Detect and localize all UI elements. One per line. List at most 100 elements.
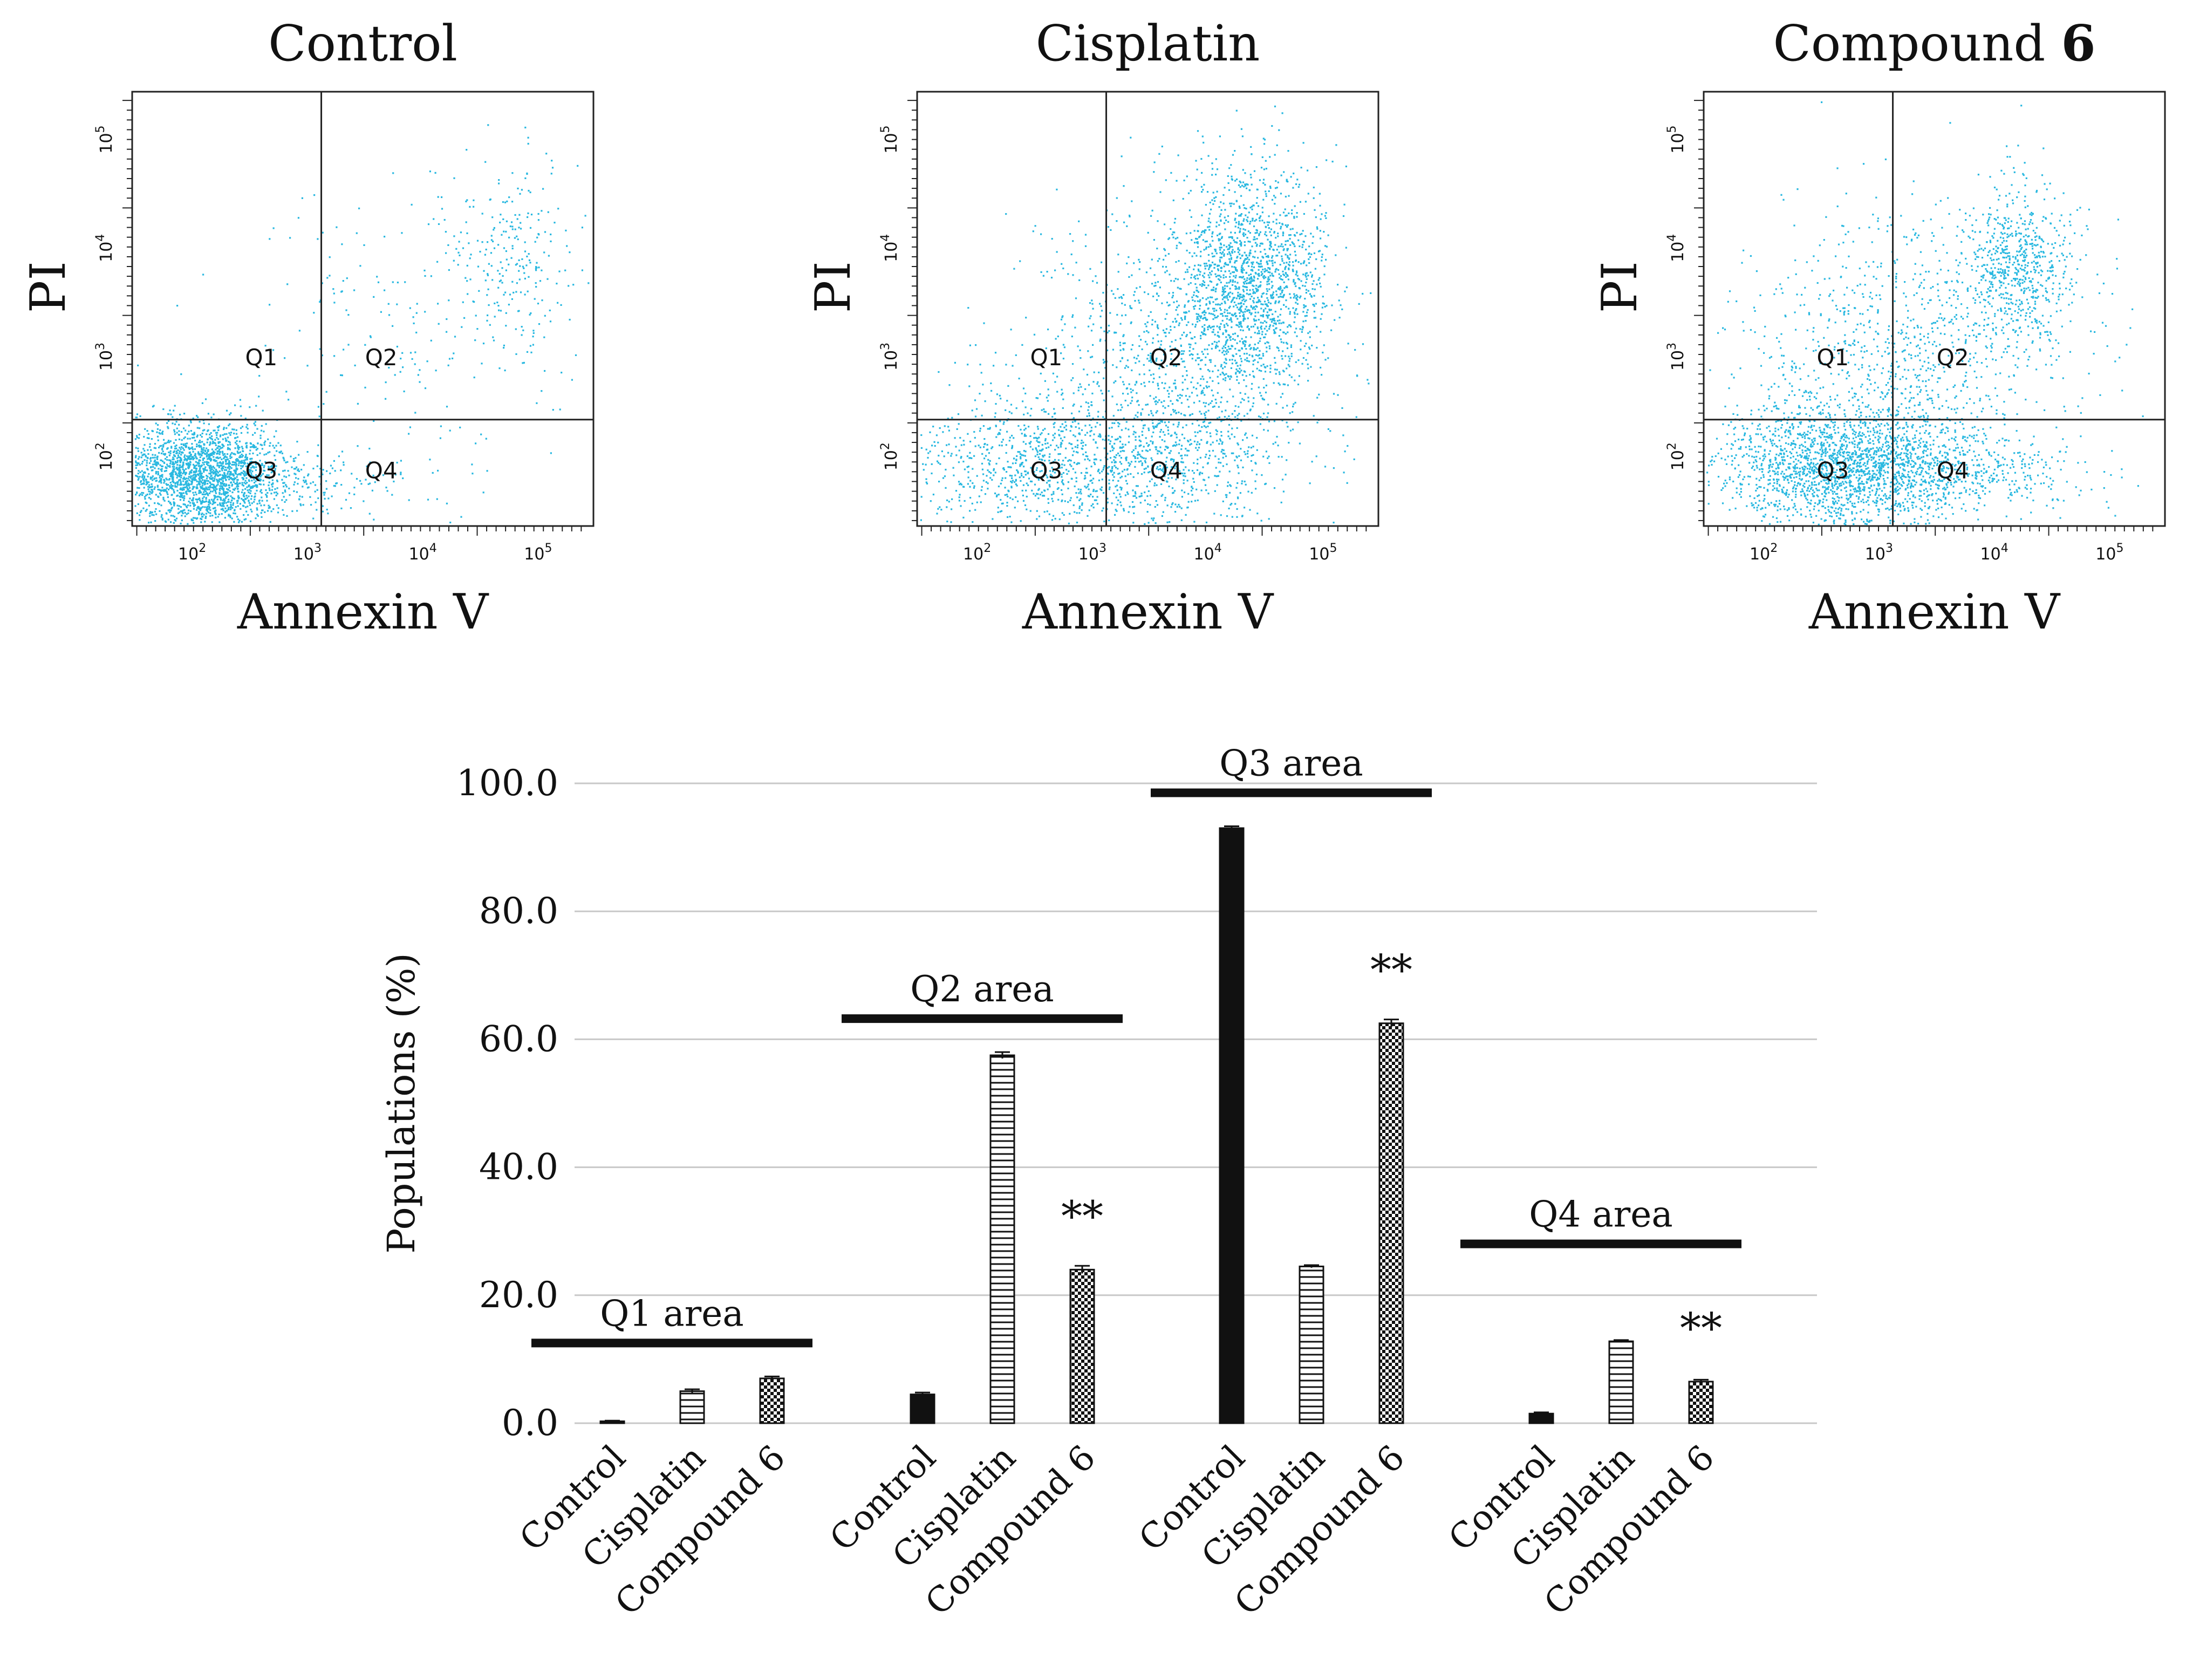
y-tick-exponent: 3 bbox=[1665, 343, 1679, 350]
flow-cytometry-panels: Control Q1 Q2 Q3 Q4 102 103 104 105 102 103 104 105 A… bbox=[20, 14, 2165, 640]
quadrant-label-q2: Q2 bbox=[1150, 344, 1183, 371]
bar-cisplatin bbox=[1609, 1341, 1633, 1423]
y-axis-label: PI bbox=[20, 261, 77, 313]
bar-chart: 0.0 20.0 40.0 60.0 80.0 100.0 Populations (%) C… bbox=[379, 742, 1817, 1623]
y-axis-title: Populations (%) bbox=[379, 953, 423, 1253]
y-tick-label: 102 bbox=[879, 442, 901, 470]
x-tick-label: 104 bbox=[1194, 542, 1222, 564]
x-tick-exponent: 4 bbox=[429, 542, 437, 555]
significance-marker: ** bbox=[1680, 1305, 1722, 1353]
quadrant-label-q2: Q2 bbox=[365, 344, 398, 371]
y-tick-label: 0.0 bbox=[502, 1402, 558, 1444]
bar-cisplatin bbox=[990, 1055, 1014, 1423]
y-tick-label: 103 bbox=[1665, 343, 1688, 371]
y-tick-label: 105 bbox=[879, 125, 901, 153]
significance-marker: ** bbox=[1370, 946, 1412, 995]
x-tick-label: 103 bbox=[1078, 542, 1106, 564]
x-tick-label: 102 bbox=[963, 542, 991, 564]
y-tick-exponent: 4 bbox=[94, 234, 107, 242]
quadrant-label-q3: Q3 bbox=[245, 457, 278, 483]
dot-cloud bbox=[134, 124, 589, 525]
plot-frame bbox=[132, 92, 593, 526]
panel-title: Cisplatin bbox=[1036, 15, 1260, 72]
y-tick-label: 20.0 bbox=[479, 1274, 558, 1316]
y-tick-exponent: 5 bbox=[94, 125, 107, 133]
group-label: Q3 area bbox=[1219, 742, 1363, 784]
bar-compound-6 bbox=[1070, 1269, 1094, 1423]
y-tick-exponent: 2 bbox=[94, 442, 107, 450]
x-axis-label: Annexin V bbox=[1808, 584, 2061, 640]
group-label: Q2 area bbox=[910, 968, 1054, 1010]
x-tick-label: 103 bbox=[1865, 542, 1893, 564]
x-tick-exponent: 4 bbox=[2001, 542, 2009, 555]
x-tick-label: 102 bbox=[178, 542, 206, 564]
x-tick-exponent: 2 bbox=[199, 542, 206, 555]
quadrant-label-q1: Q1 bbox=[1817, 344, 1849, 371]
x-tick-label: 105 bbox=[524, 542, 552, 564]
quadrant-label-q4: Q4 bbox=[1150, 457, 1183, 483]
y-tick-label: 103 bbox=[94, 343, 116, 371]
quadrant-label-q1: Q1 bbox=[245, 344, 278, 371]
quadrant-label-q1: Q1 bbox=[1030, 344, 1063, 371]
y-axis-label: PI bbox=[805, 261, 862, 313]
y-tick-exponent: 4 bbox=[1665, 234, 1679, 242]
y-tick-exponent: 2 bbox=[879, 442, 892, 450]
x-tick-exponent: 5 bbox=[544, 542, 552, 555]
bar-control bbox=[1220, 828, 1244, 1423]
panel-title-bold: 6 bbox=[2061, 14, 2095, 72]
y-tick-label: 100.0 bbox=[456, 762, 558, 804]
x-tick-exponent: 5 bbox=[2116, 542, 2123, 555]
x-axis-label: Annexin V bbox=[237, 584, 489, 640]
x-tick-exponent: 4 bbox=[1214, 542, 1222, 555]
x-tick-exponent: 3 bbox=[1099, 542, 1106, 555]
y-tick-exponent: 2 bbox=[1665, 442, 1679, 450]
x-tick-label: 104 bbox=[1980, 542, 2009, 564]
y-tick-label: 60.0 bbox=[479, 1018, 558, 1060]
plot-frame bbox=[917, 92, 1378, 526]
y-tick-label: 102 bbox=[94, 442, 116, 470]
x-tick-exponent: 2 bbox=[983, 542, 991, 555]
y-tick-label: 80.0 bbox=[479, 890, 558, 932]
y-tick-label: 104 bbox=[879, 234, 901, 262]
y-tick-label: 40.0 bbox=[479, 1146, 558, 1188]
bar-control bbox=[1529, 1413, 1553, 1423]
quadrant-label-q4: Q4 bbox=[1937, 457, 1969, 483]
y-tick-exponent: 5 bbox=[1665, 125, 1679, 133]
x-tick-label: 105 bbox=[2095, 542, 2123, 564]
y-tick-label: 104 bbox=[94, 234, 116, 262]
y-tick-label: 103 bbox=[879, 343, 901, 371]
y-tick-label: 105 bbox=[1665, 125, 1688, 153]
bar-control bbox=[911, 1395, 934, 1423]
group-label: Q1 area bbox=[600, 1293, 743, 1334]
x-tick-exponent: 2 bbox=[1770, 542, 1778, 555]
y-tick-exponent: 3 bbox=[879, 343, 892, 350]
y-tick-exponent: 5 bbox=[879, 125, 892, 133]
bar-cisplatin bbox=[1300, 1266, 1323, 1423]
quadrant-label-q3: Q3 bbox=[1030, 457, 1063, 483]
x-tick-exponent: 3 bbox=[314, 542, 322, 555]
x-tick-label: 102 bbox=[1750, 542, 1778, 564]
y-tick-label: 102 bbox=[1665, 442, 1688, 470]
bar-cisplatin bbox=[680, 1391, 704, 1423]
group-label: Q4 area bbox=[1529, 1194, 1672, 1235]
y-axis-label: PI bbox=[1591, 261, 1648, 313]
bar-compound-6 bbox=[1379, 1023, 1403, 1423]
bar-compound-6 bbox=[1689, 1382, 1713, 1423]
panel-title: Control bbox=[268, 15, 457, 72]
y-tick-label: 105 bbox=[94, 125, 116, 153]
quadrant-label-q2: Q2 bbox=[1937, 344, 1969, 371]
x-tick-label: 103 bbox=[293, 542, 322, 564]
x-tick-exponent: 5 bbox=[1329, 542, 1337, 555]
y-tick-label: 104 bbox=[1665, 234, 1688, 262]
panel-title: Compound 6 bbox=[1773, 14, 2096, 72]
bar-compound-6 bbox=[760, 1378, 784, 1423]
significance-marker: ** bbox=[1061, 1192, 1103, 1241]
